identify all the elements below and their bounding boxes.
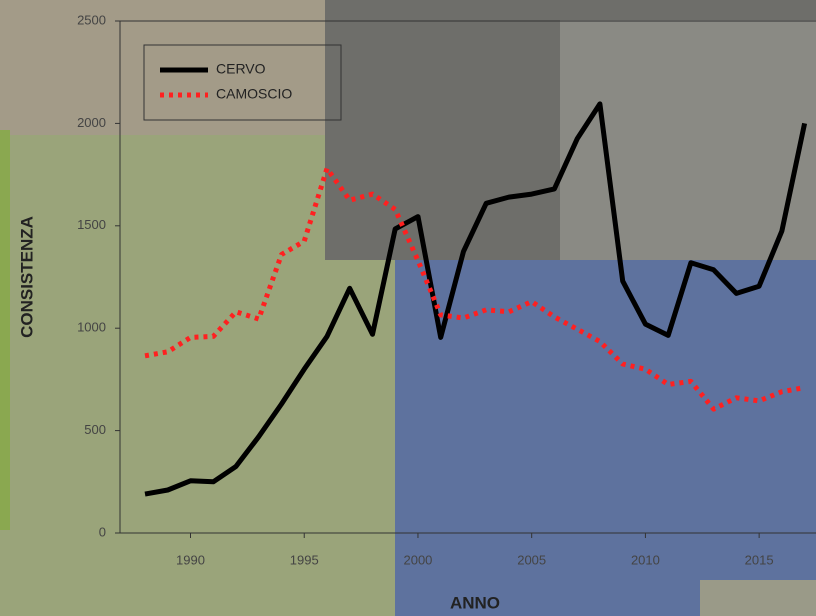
- y-tick-label: 2000: [77, 115, 106, 130]
- legend-label: CAMOSCIO: [216, 86, 292, 102]
- y-tick-label: 0: [99, 524, 106, 539]
- x-tick-label: 1995: [290, 552, 319, 567]
- x-tick-label: 2000: [403, 552, 432, 567]
- y-axis-title: CONSISTENZA: [17, 216, 36, 338]
- chart: ANNO CONSISTENZA CERVO CAMOSCIO 0 500 1000 1…: [0, 0, 816, 616]
- x-tick-label: 1990: [176, 552, 205, 567]
- x-tick-label: 2005: [517, 552, 546, 567]
- x-tick-label: 2015: [745, 552, 774, 567]
- background-photo: [0, 130, 10, 530]
- y-tick-label: 500: [84, 422, 106, 437]
- y-tick-label: 2500: [77, 12, 106, 27]
- legend-label: CERVO: [216, 61, 266, 77]
- background-photo: [700, 580, 816, 616]
- x-tick-label: 2010: [631, 552, 660, 567]
- background-photo: [560, 20, 816, 260]
- y-tick-label: 1000: [77, 320, 106, 335]
- y-tick-label: 1500: [77, 217, 106, 232]
- x-axis-title: ANNO: [450, 593, 500, 612]
